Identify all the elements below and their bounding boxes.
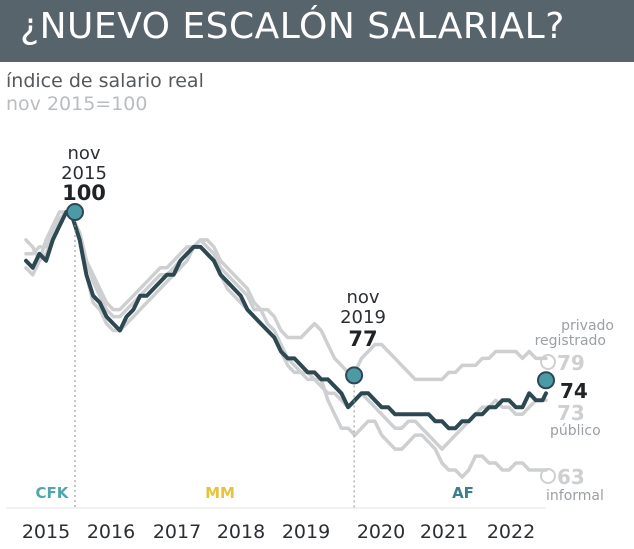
x-tick-label: 2019 [282, 521, 330, 543]
informal-end-marker [540, 468, 556, 484]
era-label-cfk: CFK [36, 484, 70, 502]
series-line-privado-registrado [24, 210, 548, 382]
annotation-mid-year: 2019 [340, 307, 386, 328]
era-label-mm: MM [205, 484, 235, 502]
x-tick-label: 2016 [87, 521, 135, 543]
title-bar: ¿NUEVO ESCALÓN SALARIAL? [0, 0, 634, 62]
informal-label: informal [546, 488, 604, 504]
x-axis-ticks: 2015 2016 2017 2018 2019 2020 2021 2022 [22, 521, 535, 543]
series-layer [24, 210, 548, 479]
privado-end-marker [540, 354, 556, 370]
x-tick-label: 2021 [420, 521, 468, 543]
marker-layer [65, 203, 555, 390]
series-label-privado-line2: registrado [535, 333, 606, 349]
marker-total-end [537, 371, 555, 390]
marker-nov-2015 [65, 203, 84, 221]
series-line-total [24, 210, 548, 431]
total-end-value: 74 [560, 379, 588, 403]
x-tick-label: 2020 [357, 521, 405, 543]
informal-value: 63 [557, 465, 585, 489]
annotation-mid-value: 77 [348, 327, 377, 351]
marker-nov-2019 [345, 366, 364, 385]
series-line-informal [24, 210, 548, 479]
x-tick-label: 2017 [153, 521, 201, 543]
publico-value: 73 [557, 401, 585, 425]
x-tick-label: 2022 [487, 521, 535, 543]
x-tick-label: 2018 [217, 521, 265, 543]
chart-title: ¿NUEVO ESCALÓN SALARIAL? [20, 6, 565, 47]
privado-value: 79 [557, 351, 585, 375]
series-label-privado-line1: privado [561, 318, 614, 334]
series-line-publico [24, 210, 548, 451]
base-note: nov 2015=100 [6, 93, 148, 115]
annotation-start-value: 100 [62, 181, 106, 205]
chart-subtitle: índice de salario real [6, 70, 204, 92]
annotation-mid-month: nov [346, 287, 379, 308]
annotation-start-month: nov [67, 143, 100, 164]
publico-label: público [550, 423, 601, 439]
annotation-start-year: 2015 [61, 163, 107, 184]
x-tick-label: 2015 [22, 521, 70, 543]
era-label-af: AF [452, 484, 474, 502]
